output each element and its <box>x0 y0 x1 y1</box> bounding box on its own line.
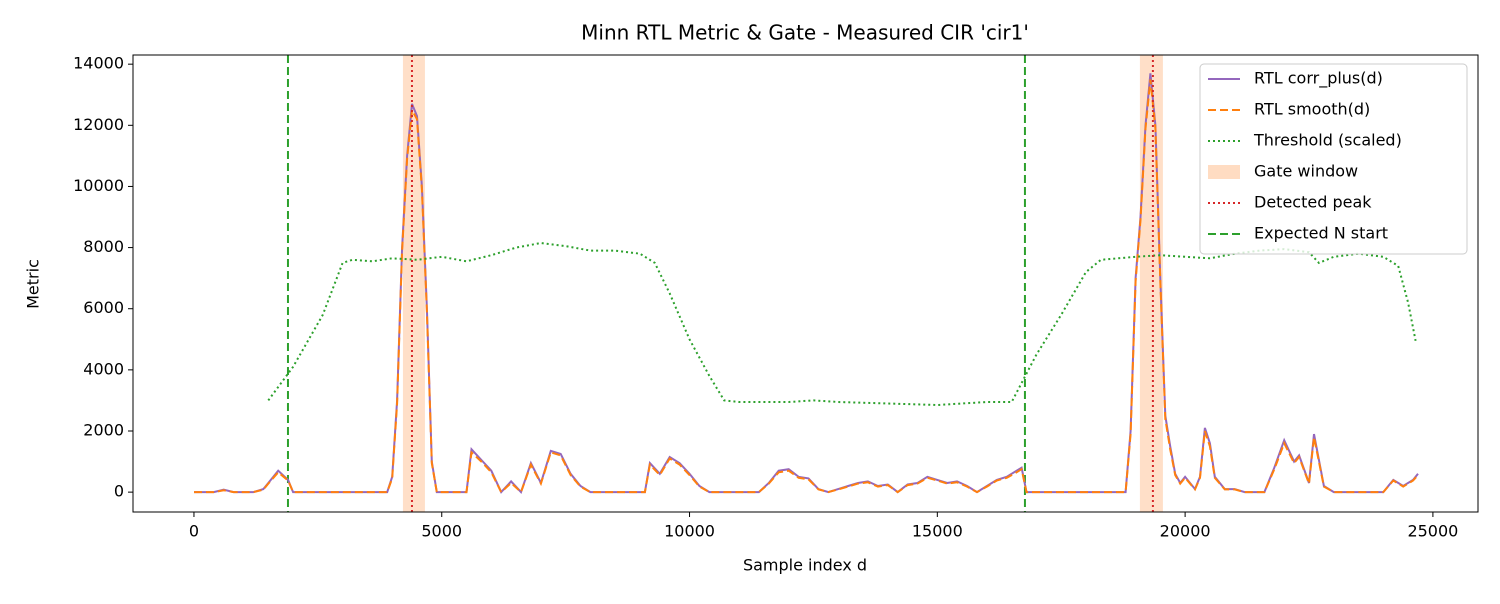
y-tick-label: 8000 <box>83 237 124 256</box>
legend-label: Gate window <box>1254 162 1358 181</box>
series-line <box>194 79 1419 494</box>
legend: RTL corr_plus(d) RTL smooth(d) Threshold (… <box>1199 63 1468 255</box>
chart-title: Minn RTL Metric & Gate - Measured CIR 'c… <box>581 21 1029 45</box>
legend-swatch <box>1208 165 1240 179</box>
y-tick-label: 4000 <box>83 359 124 378</box>
y-tick-label: 12000 <box>73 115 124 134</box>
y-tick-label: 14000 <box>73 54 124 73</box>
y-tick-label: 6000 <box>83 298 124 317</box>
x-tick-label: 5000 <box>421 522 462 541</box>
plot-frame <box>132 54 1479 513</box>
x-tick-label: 10000 <box>664 522 715 541</box>
legend-label: Threshold (scaled) <box>1253 131 1402 150</box>
gate-window <box>402 55 425 512</box>
x-tick-label: 15000 <box>912 522 963 541</box>
x-tick-label: 20000 <box>1160 522 1211 541</box>
y-tick-label: 0 <box>114 482 124 501</box>
legend-label: RTL corr_plus(d) <box>1254 69 1383 89</box>
x-axis-label: Sample index d <box>743 556 867 575</box>
y-axis-label: Metric <box>24 259 43 309</box>
x-tick-label: 25000 <box>1407 522 1458 541</box>
series-line <box>267 241 1417 407</box>
legend-box <box>1199 63 1468 255</box>
y-tick-label: 2000 <box>83 420 124 439</box>
y-tick-label: 10000 <box>73 176 124 195</box>
x-tick-label: 0 <box>189 522 199 541</box>
legend-label: RTL smooth(d) <box>1254 100 1370 119</box>
legend-label: Detected peak <box>1254 193 1372 212</box>
legend-label: Expected N start <box>1254 224 1388 243</box>
